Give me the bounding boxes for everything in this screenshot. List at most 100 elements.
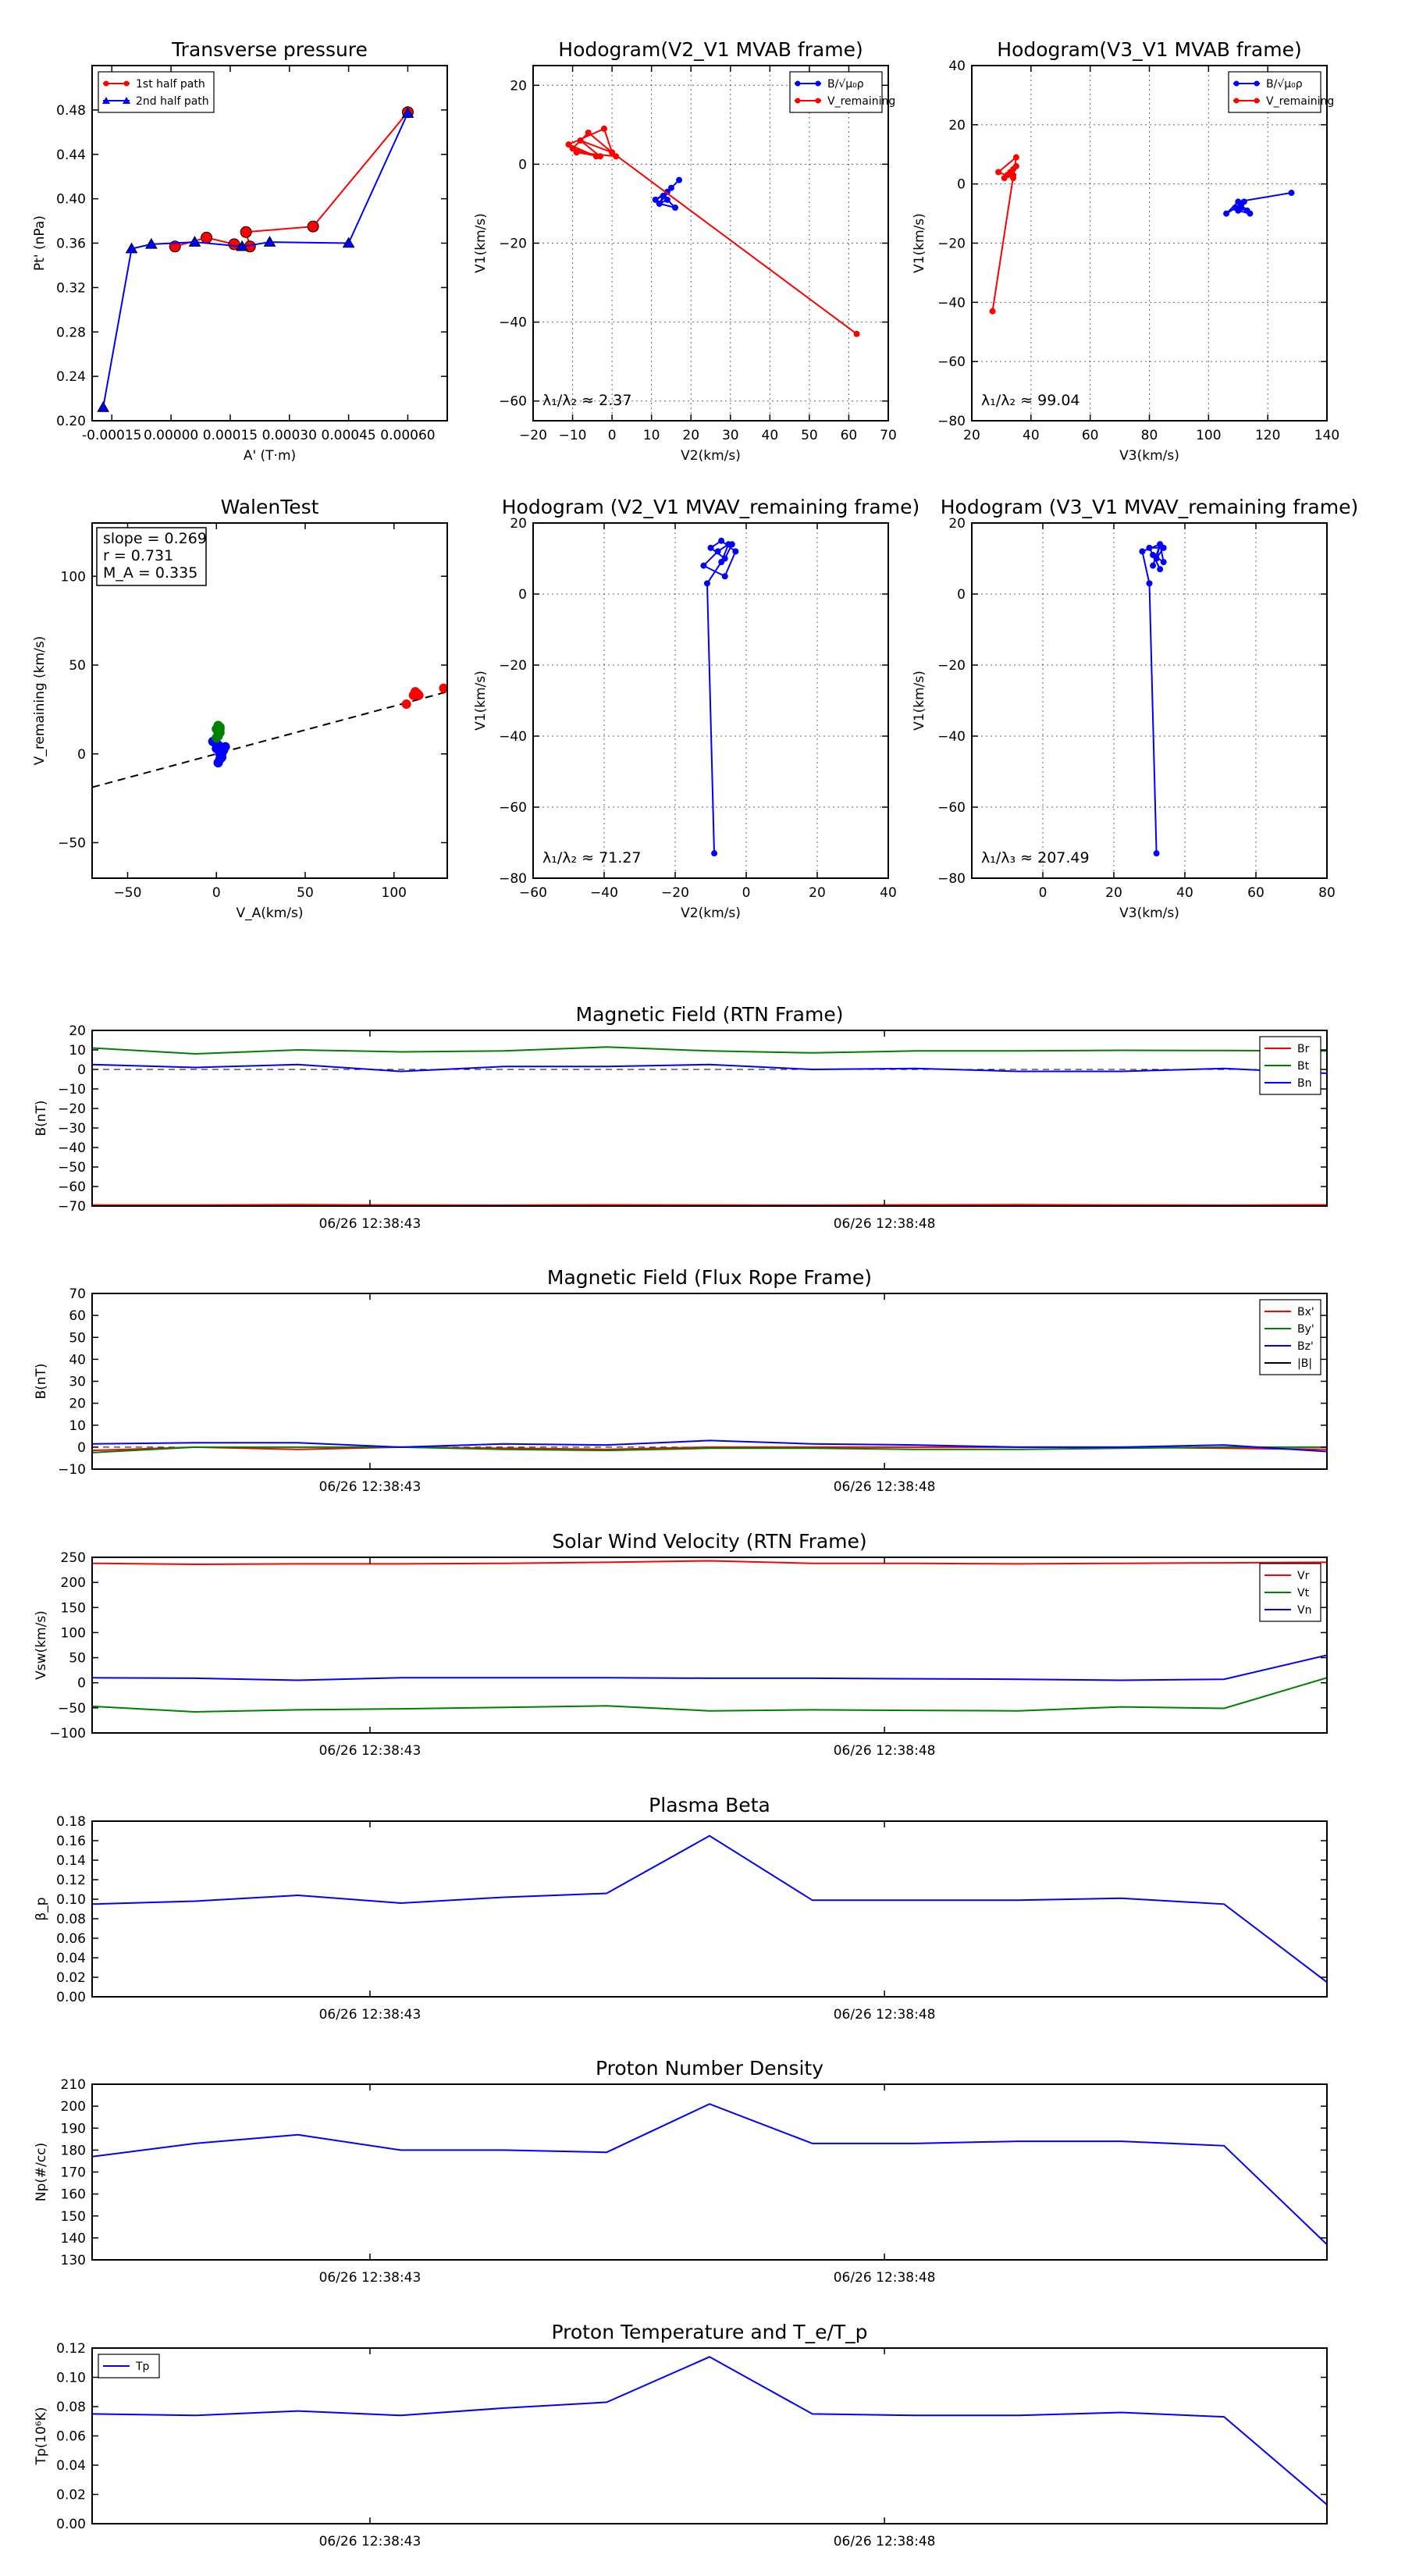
legend-marker	[815, 98, 821, 104]
data-point	[1146, 580, 1153, 587]
plot-area	[92, 1293, 1327, 1453]
x-axis-label: V3(km/s)	[1119, 448, 1179, 464]
ratio-annotation: λ₁/λ₃ ≈ 207.49	[981, 849, 1090, 866]
data-point	[663, 196, 670, 203]
x-tick-label: −20	[519, 428, 547, 443]
y-tick-label: 190	[61, 2121, 86, 2137]
chart-beta: 0.00 0.02 0.04 0.06 0.08 0.10 0.12 0.14 0.16 0.18…	[34, 1794, 1328, 2023]
y-tick-label: 0.10	[56, 1892, 86, 1908]
data-point	[1012, 154, 1019, 161]
data-point	[596, 153, 603, 160]
legend: Vr Vt Vn	[1259, 1563, 1321, 1622]
plot-frame	[532, 65, 889, 422]
data-point	[1153, 555, 1160, 562]
x-tick-label: 06/26 12:38:43	[319, 2534, 422, 2549]
series-line-Vt	[92, 1677, 1327, 1713]
y-tick-label: 140	[61, 2231, 86, 2247]
data-point	[1010, 165, 1017, 173]
y-tick-label: −100	[49, 1726, 86, 1742]
legend-marker	[102, 97, 110, 104]
data-point	[853, 330, 860, 337]
data-point	[577, 137, 584, 144]
y-tick-label: −80	[937, 414, 966, 429]
x-tick-label: 20	[1105, 885, 1122, 901]
plot-area	[1139, 541, 1167, 857]
y-axis-label: β_p	[34, 1897, 49, 1920]
x-tick-label: 0.00000	[144, 428, 198, 443]
data-point	[585, 129, 592, 136]
y-tick-label: 50	[69, 658, 86, 674]
plot-frame	[91, 1557, 1328, 1734]
series-line-Np	[92, 2103, 1327, 2246]
x-tick-label: 60	[1247, 885, 1264, 901]
y-axis-label: Pt' (nPa)	[32, 215, 48, 271]
plot-area	[97, 106, 414, 412]
data-point	[663, 188, 670, 195]
y-tick-label: −70	[58, 1199, 86, 1215]
data-point	[1010, 172, 1017, 179]
data-point	[401, 107, 414, 118]
y-tick-label: 0.04	[56, 2458, 86, 2474]
series-line-Vn	[92, 1654, 1327, 1681]
x-tick-label: 06/26 12:38:48	[834, 1743, 936, 1759]
y-tick-label: 100	[61, 1625, 86, 1641]
y-tick-label: 0.00	[56, 2517, 86, 2532]
x-tick-label: 0	[212, 885, 221, 901]
data-point	[613, 153, 620, 160]
data-point	[660, 192, 667, 199]
y-tick-label: 0.06	[56, 1931, 86, 1947]
chart-title: Hodogram (V3_V1 MVAV_remaining frame)	[941, 496, 1359, 518]
data-point	[1157, 541, 1164, 548]
legend-label: By'	[1297, 1323, 1314, 1336]
x-tick-label: 50	[297, 885, 314, 901]
x-tick-label: 20	[963, 428, 980, 443]
plot-frame	[91, 1030, 1328, 1207]
chart-title: Hodogram(V2_V1 MVAB frame)	[558, 38, 863, 61]
data-point	[676, 176, 683, 183]
x-tick-label: −20	[661, 885, 689, 901]
x-tick-label: 06/26 12:38:48	[834, 1216, 936, 1232]
legend-label: Bx'	[1297, 1306, 1314, 1318]
data-point	[656, 200, 663, 207]
y-tick-label: −80	[937, 871, 966, 887]
legend-label: |B|	[1297, 1357, 1312, 1370]
y-tick-label: 170	[61, 2165, 86, 2181]
chart-np: 130 140 150 160 170 180 190 200 210 06/26 12:38:4…	[34, 2057, 1328, 2286]
y-tick-label: 130	[61, 2253, 86, 2268]
series-line-1sthalfpath	[174, 112, 409, 248]
chart-title: Solar Wind Velocity (RTN Frame)	[552, 1530, 866, 1553]
y-tick-label: −40	[937, 729, 966, 745]
y-axis-label: Vsw(km/s)	[34, 1610, 49, 1680]
chart-h1: −60 −40 −20 0 20 −20 −10 0 10 20 30 40 50 60 70 Hodogra…	[473, 38, 897, 464]
legend-frame	[98, 71, 215, 113]
legend-marker	[795, 98, 801, 104]
y-tick-label: 200	[61, 1575, 86, 1591]
data-point	[989, 308, 996, 315]
y-tick-label: 10	[69, 1418, 86, 1434]
legend-marker	[1254, 98, 1260, 104]
chart-title: Hodogram(V3_V1 MVAB frame)	[997, 38, 1301, 61]
fit-line	[92, 691, 447, 788]
legend-marker	[795, 80, 801, 87]
data-point	[240, 226, 252, 238]
chart-pt: 0.20 0.24 0.28 0.32 0.36 0.40 0.44 0.48 -0.00015…	[32, 38, 448, 464]
data-point	[652, 196, 659, 203]
y-tick-label: 20	[510, 516, 527, 532]
legend-label: 1st half path	[136, 78, 205, 91]
data-point	[609, 149, 616, 156]
y-tick-label: 0.12	[56, 1873, 86, 1888]
y-tick-label: 0.12	[56, 2341, 86, 2357]
data-point	[97, 400, 110, 412]
ratio-annotation: λ₁/λ₂ ≈ 2.37	[542, 392, 631, 409]
y-tick-label: 0	[518, 157, 527, 173]
x-axis-label: A' (T·m)	[244, 448, 296, 464]
y-tick-label: 40	[948, 59, 966, 74]
legend: 1st half path 2nd half path	[98, 71, 215, 113]
plot-area	[989, 154, 1295, 315]
data-point	[1146, 544, 1153, 551]
plot-area	[92, 1834, 1327, 1984]
legend-frame	[789, 71, 883, 113]
x-tick-label: 06/26 12:38:48	[834, 2270, 936, 2286]
x-tick-label: 100	[382, 885, 407, 901]
plot-frame	[91, 1820, 1328, 1998]
